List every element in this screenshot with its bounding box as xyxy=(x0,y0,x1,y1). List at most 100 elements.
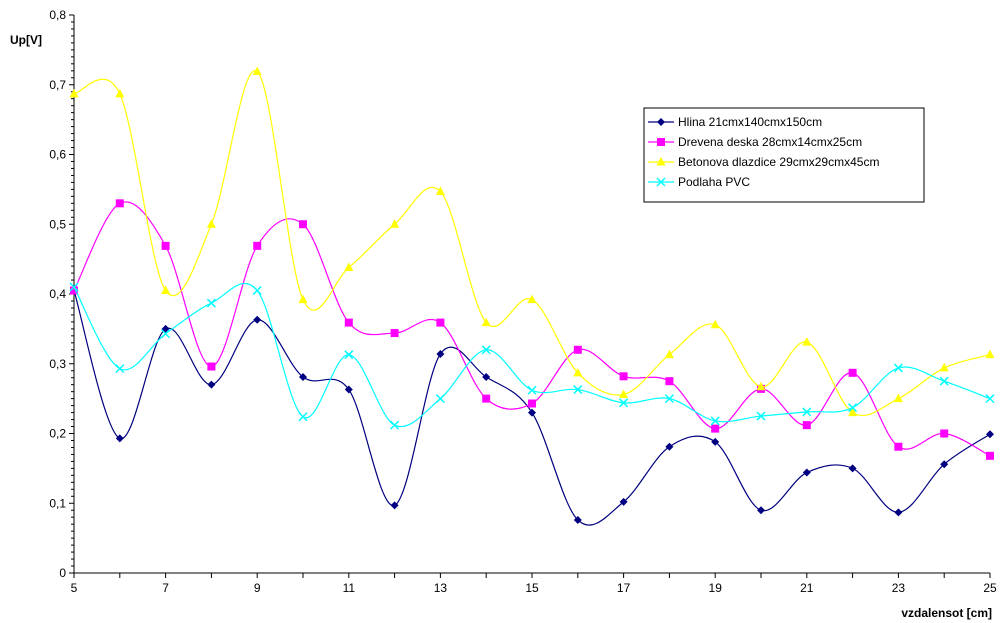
data-point xyxy=(528,408,536,417)
x-tick-label: 21 xyxy=(800,581,814,595)
data-point xyxy=(482,373,491,382)
y-tick-label: 0,7 xyxy=(49,78,66,92)
y-tick-label: 0,5 xyxy=(49,217,66,231)
data-point xyxy=(435,186,445,195)
data-point xyxy=(527,385,537,395)
data-point xyxy=(482,394,491,403)
data-point xyxy=(939,376,949,386)
data-point xyxy=(298,294,308,304)
data-point xyxy=(619,389,629,398)
data-point xyxy=(252,66,262,75)
data-point xyxy=(390,219,400,228)
legend-marker xyxy=(656,177,666,187)
legend-marker xyxy=(657,118,665,126)
data-point xyxy=(664,394,674,404)
x-tick-label: 25 xyxy=(983,581,997,595)
legend-item: Podlaha PVC xyxy=(648,175,750,189)
data-point xyxy=(207,362,216,371)
data-point xyxy=(665,377,674,386)
data-point xyxy=(69,88,79,98)
data-point xyxy=(115,364,125,374)
data-point xyxy=(481,317,491,327)
data-point xyxy=(802,407,812,417)
data-point xyxy=(665,442,674,451)
legend-marker xyxy=(656,157,666,166)
data-point xyxy=(252,285,262,296)
x-tick-label: 23 xyxy=(892,581,906,595)
legend-label: Hlina 21cmx140cmx150cm xyxy=(678,115,822,129)
data-point xyxy=(986,451,994,460)
series-4 xyxy=(69,282,995,430)
data-point xyxy=(527,294,537,304)
data-point xyxy=(573,367,583,377)
data-point xyxy=(390,329,399,338)
data-point xyxy=(573,515,582,524)
data-point xyxy=(893,363,903,373)
data-point xyxy=(206,219,216,228)
y-tick-label: 0,4 xyxy=(49,287,66,301)
data-point xyxy=(619,398,629,408)
y-tick-label: 0,2 xyxy=(49,427,66,441)
data-point xyxy=(711,424,720,433)
legend-item: Betonova dlazdice 29cmx29cmx45cm xyxy=(648,155,879,169)
data-point xyxy=(206,298,216,308)
x-tick-label: 15 xyxy=(525,581,539,595)
x-axis-title: vzdalensot [cm] xyxy=(901,606,992,620)
data-point xyxy=(756,411,766,421)
data-point xyxy=(894,442,903,451)
data-point xyxy=(528,399,536,408)
y-tick-label: 0,1 xyxy=(49,496,66,510)
data-point xyxy=(436,318,445,327)
data-point xyxy=(894,508,903,517)
data-point xyxy=(802,421,811,430)
data-point xyxy=(848,407,858,417)
series-3 xyxy=(69,66,995,417)
series-2 xyxy=(70,199,994,460)
x-tick-label: 9 xyxy=(254,581,261,595)
series-line xyxy=(73,283,991,428)
legend-item: Hlina 21cmx140cmx150cm xyxy=(648,115,822,129)
data-point xyxy=(893,393,903,403)
data-point xyxy=(619,497,628,506)
data-point xyxy=(344,262,354,271)
data-point xyxy=(161,285,171,295)
data-point xyxy=(940,460,949,469)
data-point xyxy=(985,394,995,404)
data-point xyxy=(344,385,353,394)
data-point xyxy=(802,468,811,477)
legend-box xyxy=(643,107,925,203)
data-point xyxy=(710,319,720,329)
data-point xyxy=(253,241,262,250)
x-tick-label: 7 xyxy=(162,581,169,595)
data-point xyxy=(70,286,78,295)
data-point xyxy=(69,282,79,292)
data-point xyxy=(435,394,445,404)
data-point xyxy=(573,345,582,354)
data-point xyxy=(298,412,308,422)
data-point xyxy=(390,420,400,430)
x-tick-label: 19 xyxy=(709,581,723,595)
data-point xyxy=(436,349,445,358)
data-point xyxy=(161,241,170,250)
data-point xyxy=(757,506,765,515)
series-layer xyxy=(69,66,995,526)
data-point xyxy=(161,329,171,339)
data-point xyxy=(711,437,720,446)
data-point xyxy=(573,385,583,395)
data-point xyxy=(207,380,216,389)
data-point xyxy=(299,373,307,382)
y-axis-title: Up[V] xyxy=(10,33,42,47)
data-point xyxy=(115,199,124,208)
legend-item: Drevena deska 28cmx14cmx25cm xyxy=(648,135,862,149)
x-tick-label: 17 xyxy=(617,581,631,595)
data-point xyxy=(848,368,857,377)
axes: 0 0,1 0,2 0,3 0,4 0,5 0,6 0,7 0,8 5 7 9 11 13 15 17 19 21… xyxy=(49,8,997,595)
data-point xyxy=(115,88,125,98)
data-point xyxy=(299,220,307,229)
data-point xyxy=(710,416,720,426)
data-point xyxy=(939,362,949,372)
data-point xyxy=(115,434,124,443)
data-point xyxy=(619,372,628,381)
data-point xyxy=(940,429,949,438)
